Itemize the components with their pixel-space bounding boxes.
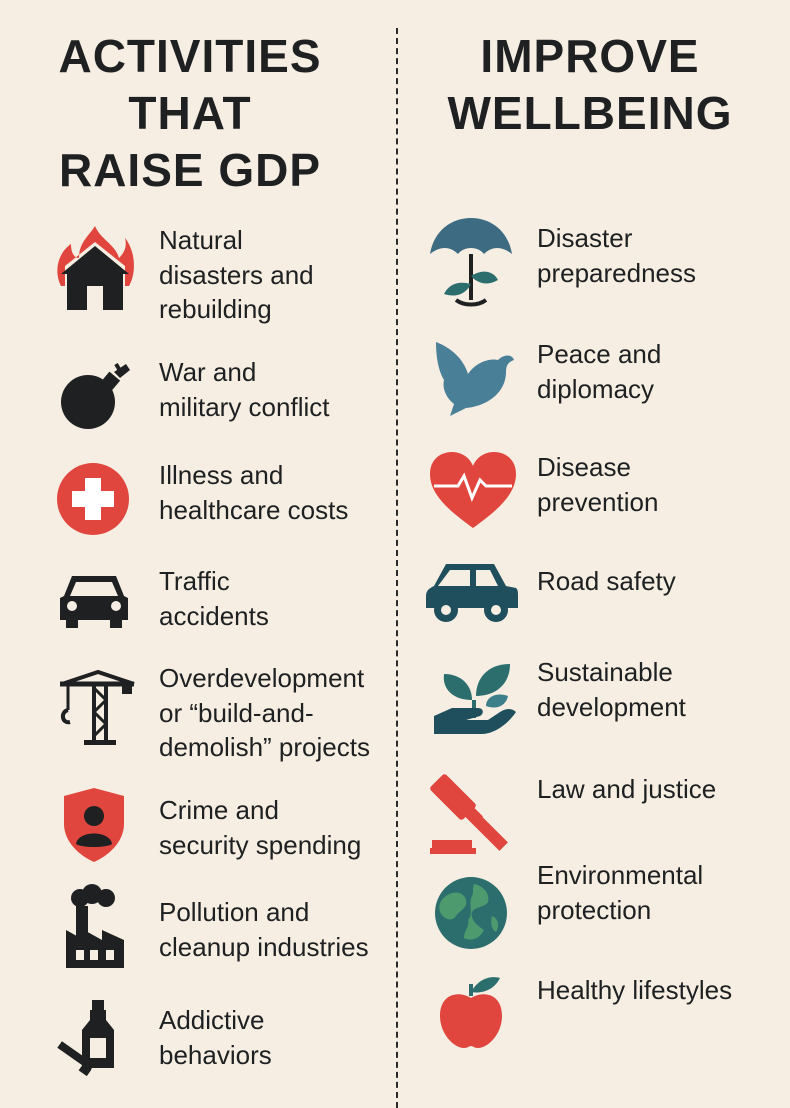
- right-column-title: IMPROVE WELLBEING: [447, 30, 733, 139]
- right-item-label: Law and justice: [537, 774, 717, 804]
- left-item-label: Crime and security spending: [159, 795, 362, 860]
- gavel-icon: [430, 774, 508, 854]
- left-item-label: Traffic accidents: [159, 566, 269, 631]
- left-item-label: Pollution and cleanup industries: [159, 897, 369, 962]
- left-item-label: War and military conflict: [159, 357, 330, 422]
- dove-icon: [436, 342, 514, 416]
- left-column-title: ACTIVITIES THAT RAISE GDP: [58, 30, 322, 196]
- crane-icon: [60, 669, 135, 745]
- right-item-label: Disease prevention: [537, 452, 659, 517]
- left-item-label: Illness and healthcare costs: [159, 460, 349, 525]
- umbrella-plant-icon: [430, 218, 512, 307]
- left-item-label: Overdevelopment or “build-and- demolish”…: [159, 663, 370, 762]
- right-item-label: Healthy lifestyles: [537, 975, 733, 1005]
- left-item-label: Natural disasters and rebuilding: [159, 225, 314, 324]
- bottle-cigarette-icon: [57, 1000, 114, 1077]
- right-item-label: Peace and diplomacy: [537, 339, 662, 404]
- apple-icon: [440, 977, 502, 1048]
- car-icon: [426, 564, 518, 622]
- globe-icon: [435, 877, 507, 949]
- left-item-label: Addictive behaviors: [159, 1005, 272, 1070]
- right-item-label: Road safety: [537, 566, 676, 596]
- medical-cross-icon: [57, 463, 129, 535]
- car-icon: [60, 576, 128, 628]
- house-fire-icon: [57, 226, 134, 310]
- column-divider: [396, 28, 398, 1108]
- right-item-label: Sustainable development: [537, 657, 686, 722]
- sprout-hand-icon: [434, 664, 516, 734]
- heart-pulse-icon: [430, 452, 516, 528]
- factory-icon: [66, 884, 124, 968]
- shield-person-icon: [64, 788, 124, 862]
- right-item-label: Disaster preparedness: [537, 223, 696, 288]
- bomb-icon: [61, 362, 130, 429]
- right-item-label: Environmental protection: [537, 860, 704, 925]
